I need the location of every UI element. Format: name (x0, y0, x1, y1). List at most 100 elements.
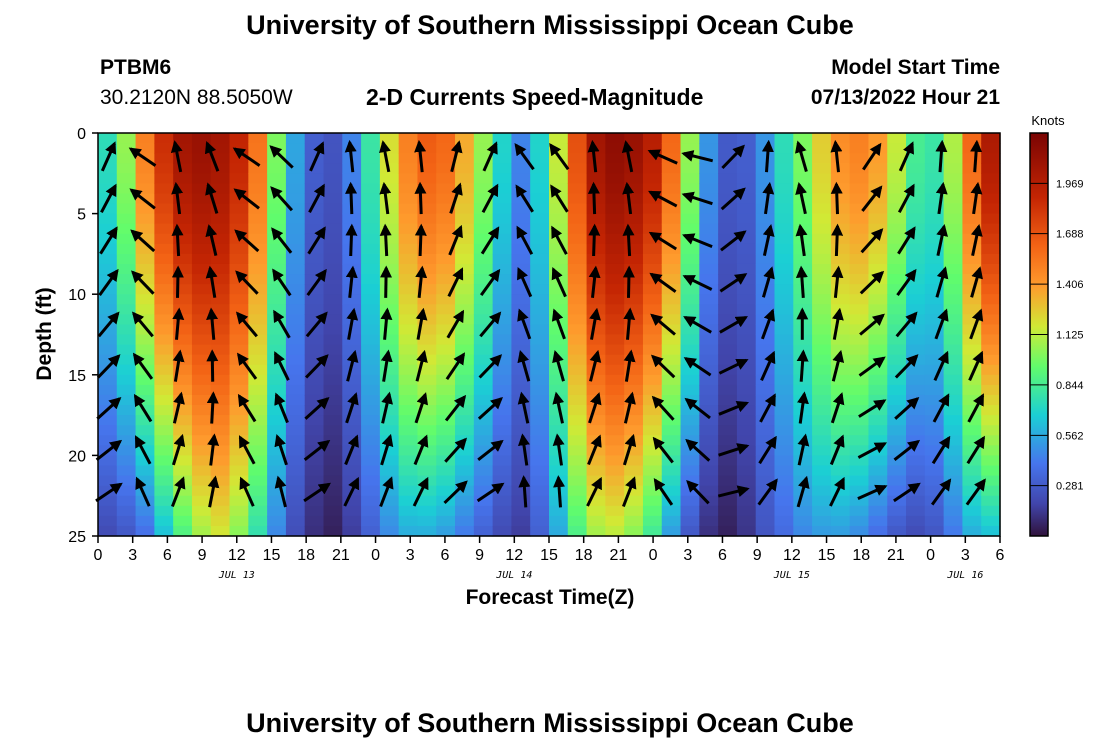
heatmap-cell (906, 374, 926, 386)
heatmap-cell (511, 485, 531, 497)
heatmap-cell (229, 515, 249, 527)
heatmap-cell (661, 143, 682, 154)
heatmap-cell (567, 475, 588, 487)
heatmap-cell (323, 163, 343, 174)
heatmap-cell (962, 284, 982, 295)
current-vector-arrow (761, 139, 774, 173)
heatmap-cell (492, 334, 513, 346)
heatmap-cell (943, 223, 964, 235)
heatmap-cell (661, 334, 682, 346)
heatmap-cell (868, 425, 888, 436)
heatmap-cell (943, 415, 964, 426)
heatmap-cell (304, 515, 325, 527)
heatmap-cell (624, 334, 644, 346)
heatmap-cell (624, 525, 644, 537)
heatmap-cell (398, 324, 419, 336)
heatmap-cell (436, 284, 456, 295)
heatmap-cell (398, 253, 419, 265)
heatmap-cell (210, 495, 231, 507)
heatmap-cell (530, 223, 550, 235)
heatmap-cell (849, 213, 870, 225)
heatmap-cell (98, 354, 118, 366)
heatmap-cell (567, 415, 588, 426)
heatmap-cell (210, 445, 231, 456)
heatmap-cell (699, 465, 719, 477)
heatmap-cell (661, 253, 682, 265)
heatmap-cell (304, 435, 325, 446)
current-vectors (95, 139, 986, 508)
heatmap-cell (624, 415, 644, 426)
heatmap-cell (210, 394, 231, 406)
heatmap-cell (567, 354, 588, 366)
heatmap-cell (116, 314, 137, 326)
heatmap-cell (661, 133, 682, 144)
heatmap-cell (830, 294, 851, 305)
current-vector-arrow (936, 223, 948, 257)
heatmap-cell (567, 223, 588, 235)
heatmap-cell (718, 183, 738, 195)
heatmap-cell (887, 364, 907, 376)
heatmap-cell (191, 525, 212, 537)
heatmap-cell (868, 193, 888, 205)
y-tick-label: 10 (68, 287, 86, 304)
heatmap-cell (812, 374, 832, 386)
heatmap-cell (267, 485, 287, 497)
heatmap-cell (116, 163, 137, 174)
heatmap-cell (642, 455, 663, 467)
heatmap-cell (248, 495, 268, 507)
heatmap-cell (417, 143, 437, 154)
heatmap-cell (417, 465, 437, 477)
heatmap-cell (473, 425, 494, 436)
current-vector-arrow (551, 225, 568, 255)
heatmap-cell (887, 475, 907, 487)
heatmap-cell (304, 163, 325, 174)
heatmap-cell (173, 274, 193, 285)
current-vector-arrow (862, 142, 882, 171)
heatmap-cell (868, 384, 888, 396)
heatmap-cell (98, 425, 118, 436)
heatmap-cell (473, 405, 494, 416)
heatmap-cell (116, 153, 137, 164)
current-vector-arrow (683, 316, 712, 334)
heatmap-cell (887, 253, 907, 265)
heatmap-cell (718, 425, 738, 436)
heatmap-cell (398, 294, 419, 305)
heatmap-cell (736, 384, 757, 396)
heatmap-cell (361, 415, 381, 426)
current-vector-arrow (172, 349, 185, 382)
heatmap-cell (812, 455, 832, 467)
heatmap-cell (135, 193, 155, 205)
heatmap-cell (736, 193, 757, 205)
heatmap-cell (361, 304, 381, 315)
x-tick-label: 12 (228, 547, 246, 564)
heatmap-cell (248, 133, 268, 144)
heatmap-cell (605, 193, 625, 205)
current-vector-arrow (306, 268, 327, 296)
heatmap-cell (887, 415, 907, 426)
heatmap-cell (567, 243, 588, 255)
heatmap-cell (379, 263, 400, 275)
heatmap-cell (154, 143, 174, 154)
heatmap-cell (98, 364, 118, 376)
heatmap-cell (699, 354, 719, 366)
heatmap-cell (943, 294, 964, 305)
current-vector-arrow (206, 349, 219, 382)
current-vector-arrow (623, 349, 636, 382)
heatmap-cell (229, 445, 249, 456)
heatmap-cell (379, 405, 400, 416)
heatmap-cell (267, 173, 287, 184)
heatmap-cell (699, 364, 719, 376)
heatmap-cell (680, 294, 700, 305)
heatmap-cell (887, 374, 907, 386)
heatmap-cell (473, 263, 494, 275)
current-vector-arrow (551, 267, 567, 298)
heatmap-cell (680, 183, 700, 195)
heatmap-cell (699, 274, 719, 285)
heatmap-cell (567, 233, 588, 245)
heatmap-cell (642, 465, 663, 477)
heatmap-cell (530, 505, 550, 517)
heatmap-cell (473, 515, 494, 527)
heatmap-cell (248, 455, 268, 467)
heatmap-cell (868, 284, 888, 295)
heatmap-cell (210, 153, 231, 164)
